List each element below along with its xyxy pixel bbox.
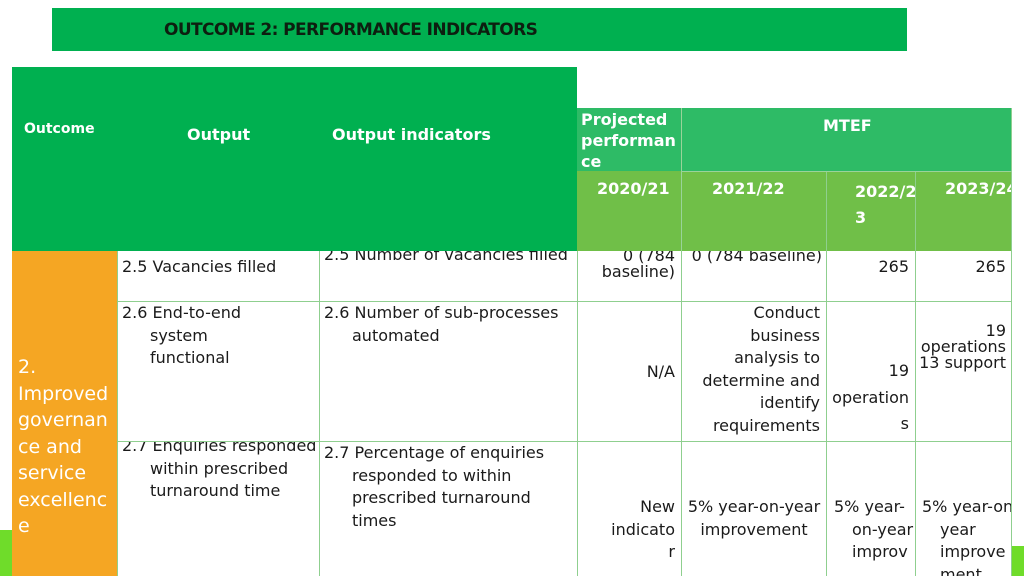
page-title: OUTCOME 2: PERFORMANCE INDICATORS <box>164 20 538 40</box>
header-year-4-label: 2023/24 <box>945 179 1012 198</box>
header-year-2: 2021/22 <box>681 171 826 251</box>
header-output-indicators: Output indicators <box>319 67 577 251</box>
grid-line-header-h <box>681 171 1012 172</box>
grid-line-v7 <box>1011 108 1012 576</box>
outcome-label: 2. Improved governan ce and service exce… <box>18 356 109 537</box>
row-3-2021-text: 5% year-on-year improvement <box>687 497 821 539</box>
row-1-output-text: 2.5 Vacancies filled <box>122 257 277 276</box>
header-outcome-label: Outcome <box>24 121 95 137</box>
header-outcome: Outcome <box>12 67 117 251</box>
edge-accent-right <box>1012 546 1024 576</box>
row-2-output-text: 2.6 End-to-end system functional <box>122 303 241 367</box>
header-year-3: 2022/2 3 <box>826 171 915 251</box>
table-row-3-projected: New indicato r <box>577 441 681 576</box>
header-projected-performance: Projected performan ce <box>577 108 681 171</box>
header-year-4: 2023/24 <box>915 171 1012 251</box>
grid-line-h2 <box>117 441 1012 442</box>
table-row-2-2022: 19 operation s <box>826 301 915 441</box>
grid-line-v6 <box>915 171 916 576</box>
table-row-1-output: 2.5 Vacancies filled <box>117 251 319 301</box>
title-banner: OUTCOME 2: PERFORMANCE INDICATORS <box>52 8 907 51</box>
row-1-indicator-text: 2.5 Number of vacancies filled <box>324 251 568 264</box>
header-year-2-label: 2021/22 <box>712 179 785 198</box>
row-2-projected-text: N/A <box>646 362 675 381</box>
grid-line-v3 <box>577 251 578 576</box>
table-row-2-output: 2.6 End-to-end system functional <box>117 301 319 441</box>
grid-line-v1 <box>117 251 118 576</box>
table-row-1-indicator: 2.5 Number of vacancies filled <box>319 251 577 301</box>
grid-line-v2 <box>319 251 320 576</box>
row-1-2023-text: 265 <box>975 257 1006 276</box>
table-row-2-indicator: 2.6 Number of sub-processes automated <box>319 301 577 441</box>
header-output: Output <box>117 67 319 251</box>
table-row-2-projected: N/A <box>577 301 681 441</box>
header-mtef-label: MTEF <box>823 116 872 135</box>
table-row-3-output: 2.7 Enquiries responded to within prescr… <box>117 441 319 576</box>
edge-accent-left <box>0 530 12 576</box>
header-mtef: MTEF <box>681 108 1012 171</box>
grid-line-v4 <box>681 251 682 576</box>
outcome-cell: 2. Improved governan ce and service exce… <box>12 251 117 576</box>
table-row-2-2021: Conduct business analysis to determine a… <box>681 301 826 441</box>
table-row-2-2023: 19 operations 13 support <box>915 301 1012 441</box>
row-3-output-text: 2.7 Enquiries responded to within prescr… <box>122 441 319 500</box>
header-year-1: 2020/21 <box>577 171 681 251</box>
table-row-3-2022: 5% year-on-year improv <box>826 441 915 576</box>
row-1-projected-text: 0 (784 baseline) <box>601 251 675 281</box>
grid-line-header-v <box>681 108 682 251</box>
row-1-2021-text: 0 (784 baseline) <box>691 251 822 265</box>
row-2-indicator-text: 2.6 Number of sub-processes automated <box>324 303 559 345</box>
table-row-3-2023: 5% year-on-year improve ment <box>915 441 1012 576</box>
row-3-2023-text: 5% year-on-year improve ment <box>922 497 1012 576</box>
header-year-3-label: 2022/2 3 <box>855 182 915 227</box>
table-row-1-2021: 0 (784 baseline) <box>681 251 826 301</box>
table-row-3-2021: 5% year-on-year improvement <box>681 441 826 576</box>
table-row-1-2022: 265 <box>826 251 915 301</box>
row-3-indicator-text: 2.7 Percentage of enquiries responded to… <box>324 443 545 530</box>
header-output-label: Output <box>187 125 251 144</box>
table-row-3-indicator: 2.7 Percentage of enquiries responded to… <box>319 441 577 576</box>
row-3-projected-text: New indicato r <box>611 497 675 561</box>
row-2-2022-text: 19 operation s <box>832 361 909 433</box>
table-row-1-projected: 0 (784 baseline) <box>577 251 681 301</box>
grid-line-h1 <box>117 301 1012 302</box>
row-1-2022-text: 265 <box>878 257 909 276</box>
header-year-1-label: 2020/21 <box>597 179 670 198</box>
header-output-indicators-label: Output indicators <box>332 125 491 144</box>
grid-line-v5 <box>826 171 827 576</box>
header-projected-label: Projected performan ce <box>581 110 676 171</box>
table-row-1-2023: 265 <box>915 251 1012 301</box>
row-3-2022-text: 5% year-on-year improv <box>834 497 914 561</box>
row-2-2023-text: 19 operations 13 support <box>919 321 1006 372</box>
row-2-2021-text: Conduct business analysis to determine a… <box>702 303 820 435</box>
